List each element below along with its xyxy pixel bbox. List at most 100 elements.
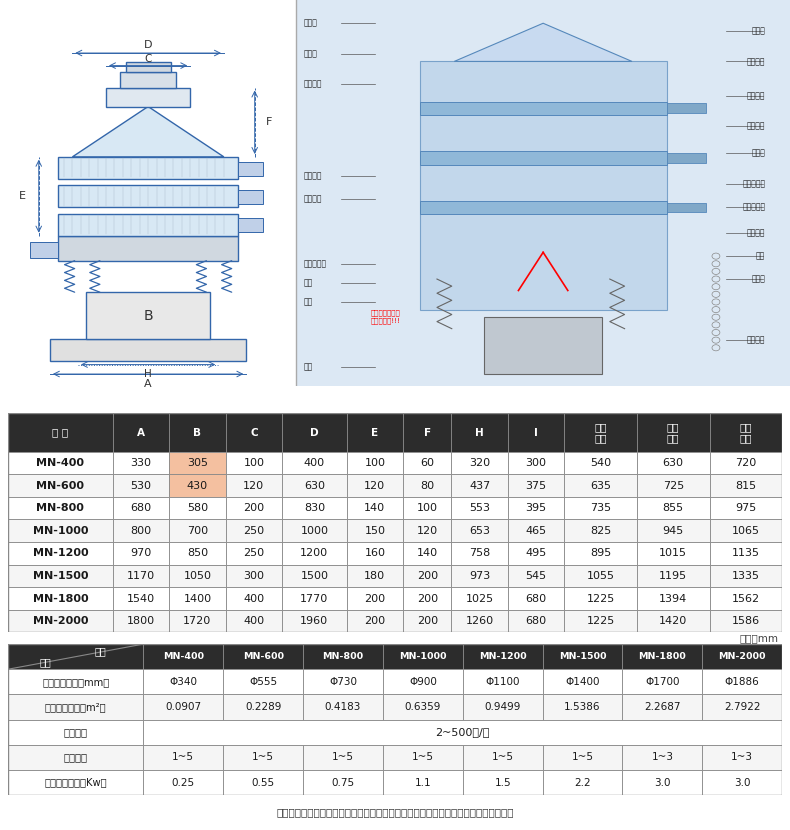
Text: MN-1800: MN-1800 <box>638 652 687 662</box>
Bar <box>463 644 543 669</box>
Bar <box>8 413 113 452</box>
Text: 下部重锤: 下部重锤 <box>747 335 766 344</box>
Bar <box>637 588 709 610</box>
Text: 1~5: 1~5 <box>252 752 274 763</box>
Bar <box>623 770 702 795</box>
Text: 筛网规格: 筛网规格 <box>64 727 88 737</box>
Bar <box>508 413 564 452</box>
Bar <box>508 610 564 632</box>
Text: 电动机: 电动机 <box>751 275 766 284</box>
Text: 120: 120 <box>364 481 386 491</box>
Bar <box>451 564 508 588</box>
Text: 680: 680 <box>525 616 547 626</box>
Bar <box>709 474 782 497</box>
Bar <box>637 452 709 474</box>
Text: 200: 200 <box>243 503 265 513</box>
Bar <box>709 497 782 520</box>
Bar <box>383 669 463 695</box>
Text: 1135: 1135 <box>732 549 760 559</box>
Bar <box>564 610 637 632</box>
Bar <box>303 669 383 695</box>
Text: 1394: 1394 <box>659 593 687 603</box>
Text: 200: 200 <box>364 593 386 603</box>
Text: 振动电机功率（Kw）: 振动电机功率（Kw） <box>44 778 107 788</box>
Text: 100: 100 <box>417 503 438 513</box>
Text: 筛机层数: 筛机层数 <box>64 752 88 763</box>
Text: 筛网法兰: 筛网法兰 <box>747 122 766 131</box>
Bar <box>564 413 637 452</box>
Text: 800: 800 <box>130 525 152 536</box>
Text: 0.9499: 0.9499 <box>484 702 521 712</box>
Text: 815: 815 <box>735 481 756 491</box>
Text: 小尺寸排料: 小尺寸排料 <box>303 259 327 268</box>
Bar <box>169 542 226 564</box>
Bar <box>224 669 303 695</box>
Bar <box>282 610 347 632</box>
Bar <box>403 413 451 452</box>
Text: 1050: 1050 <box>183 571 212 581</box>
Text: MN-1000: MN-1000 <box>399 652 446 662</box>
Text: 1~5: 1~5 <box>571 752 593 763</box>
Bar <box>113 610 169 632</box>
Bar <box>238 190 263 204</box>
Text: 一般结构图: 一般结构图 <box>512 391 562 408</box>
Bar <box>113 413 169 452</box>
Text: MN-2000: MN-2000 <box>718 652 766 662</box>
Text: 680: 680 <box>525 593 547 603</box>
Text: 1~5: 1~5 <box>172 752 194 763</box>
Text: 型 号: 型 号 <box>52 427 69 437</box>
Text: 1562: 1562 <box>732 593 760 603</box>
Text: Φ900: Φ900 <box>409 676 437 687</box>
Bar <box>282 542 347 564</box>
Text: 底座: 底座 <box>303 363 313 371</box>
Bar <box>224 695 303 720</box>
Text: 653: 653 <box>469 525 490 536</box>
Text: 200: 200 <box>416 616 438 626</box>
Text: 975: 975 <box>735 503 757 513</box>
Text: Φ1886: Φ1886 <box>724 676 759 687</box>
Text: 1400: 1400 <box>183 593 212 603</box>
Text: 橡胶球: 橡胶球 <box>751 149 766 158</box>
Bar <box>282 520 347 542</box>
Bar <box>347 588 403 610</box>
Text: Φ730: Φ730 <box>329 676 357 687</box>
Bar <box>709 610 782 632</box>
Bar <box>347 542 403 564</box>
Bar <box>226 610 282 632</box>
Text: MN-400: MN-400 <box>163 652 204 662</box>
Text: 100: 100 <box>243 458 265 468</box>
Bar <box>564 542 637 564</box>
Text: I: I <box>534 427 538 437</box>
Bar <box>403 542 451 564</box>
Text: 1.1: 1.1 <box>415 778 431 788</box>
Text: E: E <box>18 191 25 201</box>
Text: 120: 120 <box>416 525 438 536</box>
Text: 200: 200 <box>364 616 386 626</box>
Text: 973: 973 <box>469 571 491 581</box>
Text: 100: 100 <box>364 458 386 468</box>
Text: B: B <box>194 427 201 437</box>
Text: 1586: 1586 <box>732 616 760 626</box>
Text: 395: 395 <box>525 503 547 513</box>
Bar <box>226 413 282 452</box>
Bar <box>451 497 508 520</box>
Bar <box>564 588 637 610</box>
Bar <box>58 185 238 208</box>
Bar <box>30 242 58 257</box>
Polygon shape <box>454 23 632 61</box>
Bar <box>296 0 790 386</box>
Bar <box>403 610 451 632</box>
Text: 球形清洗板: 球形清洗板 <box>742 179 766 188</box>
Text: MN-600: MN-600 <box>243 652 284 662</box>
Bar <box>463 695 543 720</box>
Text: 一层
高度: 一层 高度 <box>594 422 607 443</box>
Bar <box>113 497 169 520</box>
Bar <box>709 452 782 474</box>
Text: H: H <box>145 369 152 379</box>
Bar <box>224 770 303 795</box>
Text: 0.0907: 0.0907 <box>165 702 201 712</box>
Bar <box>637 610 709 632</box>
Text: 项目: 项目 <box>40 657 51 666</box>
Text: 型号: 型号 <box>94 647 106 657</box>
Bar <box>169 588 226 610</box>
